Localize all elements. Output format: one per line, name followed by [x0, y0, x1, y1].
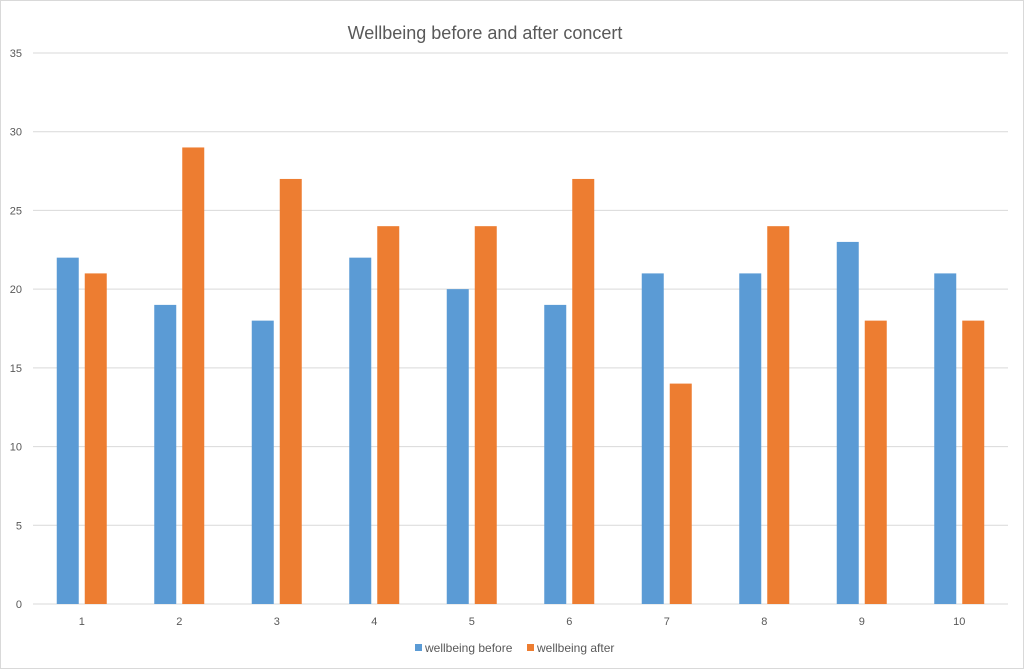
bar-wellbeing-before-4 — [349, 257, 372, 604]
bar-wellbeing-before-10 — [934, 273, 957, 604]
y-tick-label: 35 — [10, 48, 22, 60]
bar-wellbeing-before-6 — [544, 304, 567, 604]
bar-wellbeing-after-3 — [279, 178, 302, 604]
legend-swatch-wellbeing-before — [415, 644, 422, 651]
y-tick-label: 0 — [16, 599, 22, 611]
legend-swatch-wellbeing-after — [527, 644, 534, 651]
x-tick-label: 5 — [469, 616, 475, 628]
x-tick-label: 8 — [761, 616, 767, 628]
bar-wellbeing-before-2 — [154, 304, 177, 604]
chart-title: Wellbeing before and after concert — [348, 23, 623, 43]
bar-wellbeing-after-10 — [962, 320, 985, 604]
y-tick-label: 10 — [10, 442, 22, 454]
bar-wellbeing-before-7 — [641, 273, 664, 604]
x-tick-label: 6 — [566, 616, 572, 628]
x-tick-label: 10 — [953, 616, 965, 628]
x-axis: 1 2 3 4 5 6 7 8 9 10 — [79, 616, 966, 628]
gridlines — [33, 52, 1008, 605]
x-tick-label: 7 — [664, 616, 670, 628]
y-tick-label: 5 — [16, 520, 22, 532]
x-tick-label: 9 — [859, 616, 865, 628]
x-tick-label: 3 — [274, 616, 280, 628]
bar-wellbeing-before-1 — [56, 257, 79, 604]
x-tick-label: 4 — [371, 616, 377, 628]
y-tick-label: 20 — [10, 284, 22, 296]
y-tick-label: 25 — [10, 205, 22, 217]
legend-label: wellbeing after — [536, 641, 614, 655]
bar-wellbeing-after-5 — [474, 226, 497, 604]
bar-wellbeing-after-8 — [767, 226, 790, 604]
y-axis: 0 5 10 15 20 25 30 35 — [10, 48, 22, 611]
bar-wellbeing-after-9 — [864, 320, 887, 604]
bar-wellbeing-after-7 — [669, 383, 692, 604]
bar-wellbeing-after-2 — [182, 147, 205, 604]
bars — [56, 147, 985, 604]
legend: wellbeing before wellbeing after — [415, 641, 614, 655]
bar-wellbeing-before-8 — [739, 273, 762, 604]
y-tick-label: 30 — [10, 127, 22, 139]
bar-wellbeing-after-4 — [377, 226, 400, 604]
y-tick-label: 15 — [10, 363, 22, 375]
x-tick-label: 1 — [79, 616, 85, 628]
bar-wellbeing-after-1 — [84, 273, 107, 604]
bar-wellbeing-before-9 — [836, 241, 859, 604]
bar-wellbeing-before-5 — [446, 289, 469, 604]
x-tick-label: 2 — [176, 616, 182, 628]
bar-wellbeing-after-6 — [572, 178, 595, 604]
bar-wellbeing-before-3 — [251, 320, 274, 604]
legend-label: wellbeing before — [424, 641, 513, 655]
